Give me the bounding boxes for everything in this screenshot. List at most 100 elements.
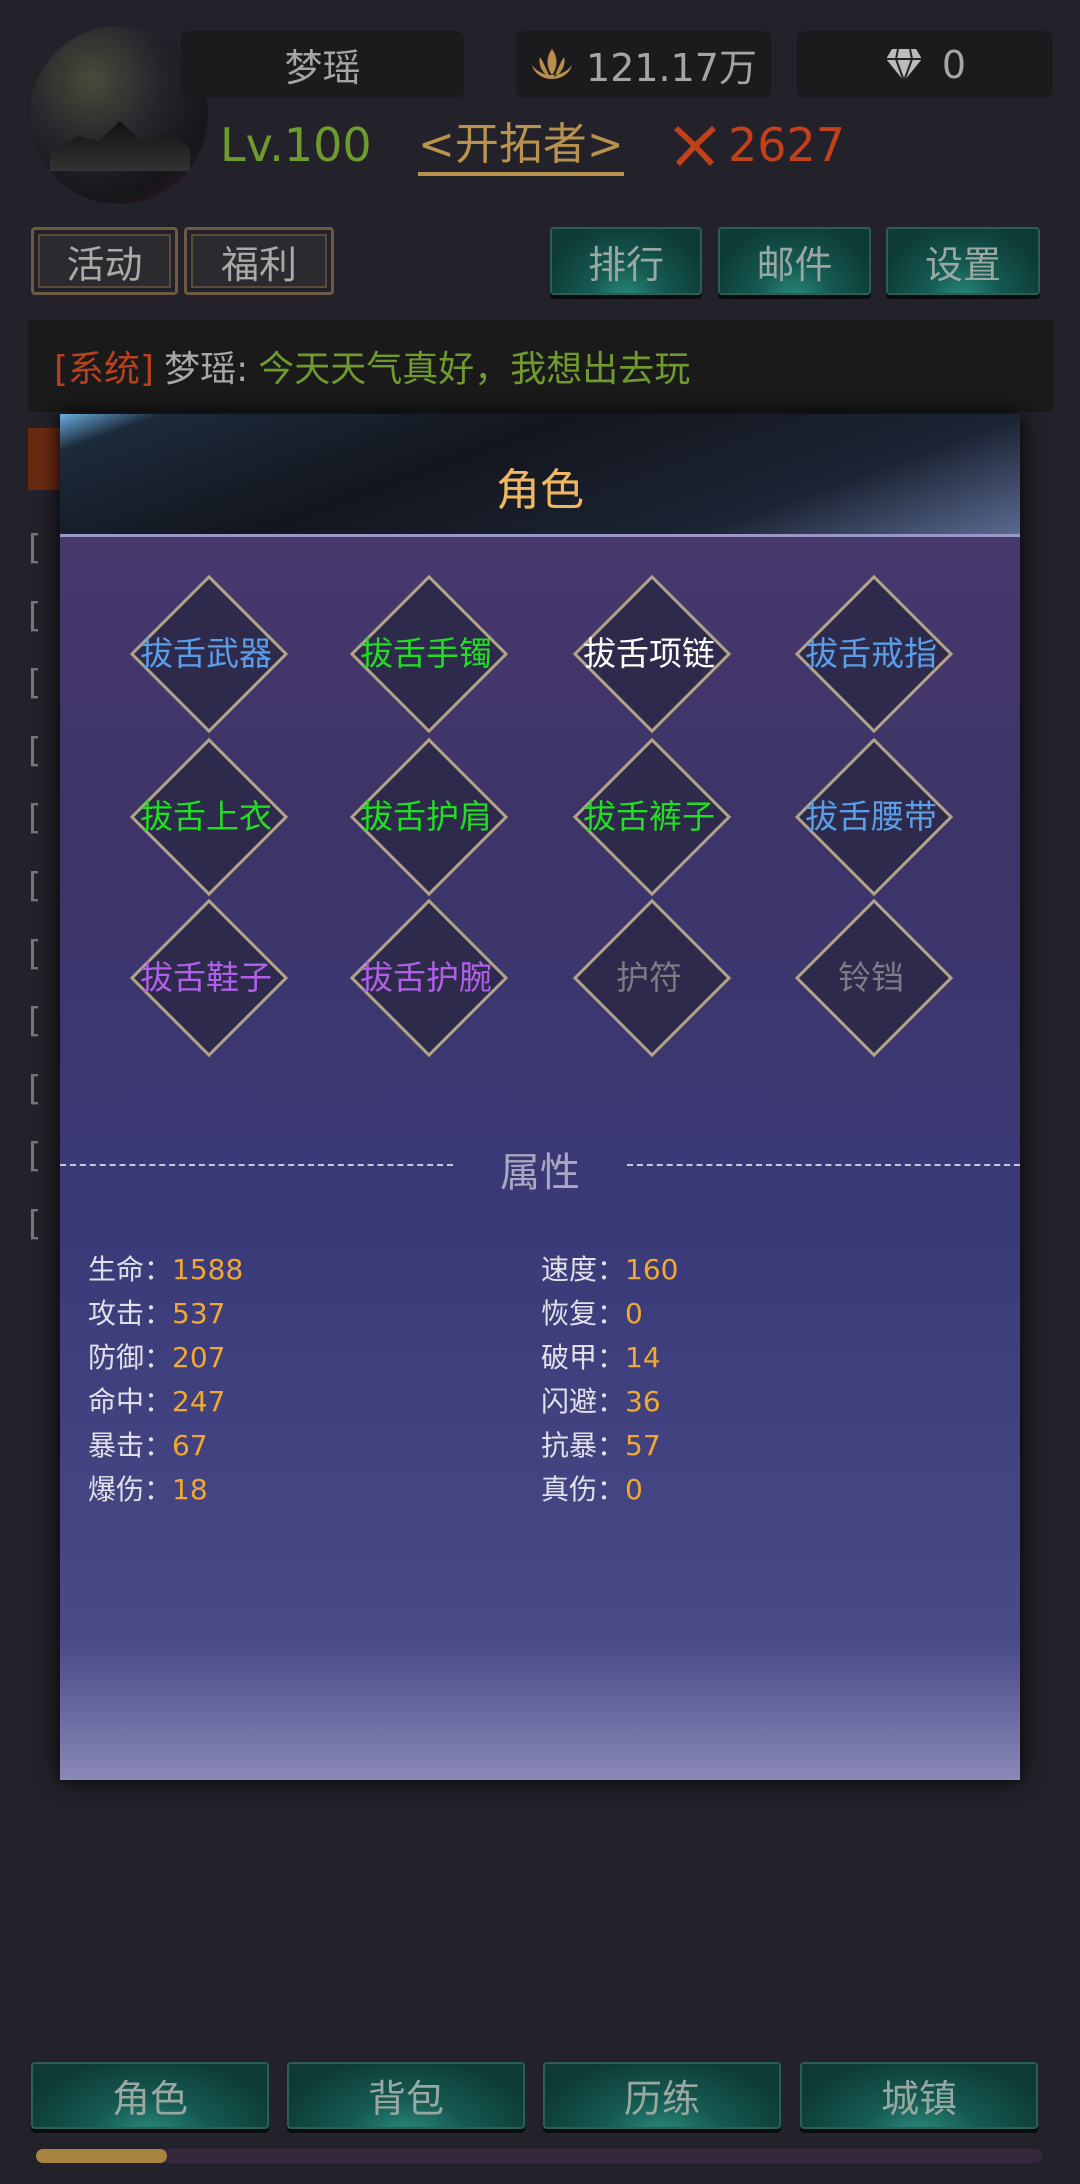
stat-value: 67 (172, 1429, 208, 1462)
stat-row: 爆伤：18 (88, 1468, 208, 1508)
list-item-bracket: [ (28, 1136, 42, 1177)
stat-label: 恢复： (541, 1297, 626, 1330)
equipment-slot[interactable]: 拔舌项链 (574, 576, 724, 726)
stat-value: 0 (625, 1297, 643, 1330)
stat-row: 真伤：0 (541, 1468, 643, 1508)
stat-value: 18 (172, 1473, 208, 1506)
stat-label: 抗暴： (541, 1429, 626, 1462)
rank-button[interactable]: 排行 (550, 227, 702, 295)
activity-button[interactable]: 活动 (31, 227, 178, 295)
equipment-label: 拔舌手镯 (360, 634, 492, 673)
stat-row: 闪避：36 (541, 1380, 661, 1420)
nav-button[interactable]: 历练 (543, 2062, 781, 2129)
nav-button[interactable]: 城镇 (800, 2062, 1038, 2129)
stat-label: 爆伤： (88, 1473, 173, 1506)
stat-value: 160 (625, 1253, 679, 1286)
equipment-slot[interactable]: 铃铛 (796, 900, 946, 1050)
attributes-title: 属性 (500, 1150, 580, 1196)
nav-label: 角色 (111, 2077, 188, 2121)
chat-bar[interactable]: [系统] 梦瑶: 今天天气真好，我想出去玩 (28, 320, 1053, 412)
progress-bar (36, 2149, 1042, 2163)
equipment-label: 拔舌项链 (583, 634, 715, 673)
mail-label: 邮件 (756, 242, 833, 287)
stat-row: 命中：247 (88, 1380, 225, 1420)
list-item-bracket: [ (28, 1204, 42, 1244)
nav-button[interactable]: 角色 (31, 2062, 269, 2129)
equipment-slot[interactable]: 拔舌上衣 (131, 739, 281, 889)
player-title[interactable]: <开拓者> (418, 118, 624, 176)
list-item-bracket: [ (28, 1001, 42, 1042)
list-item-bracket: [ (28, 798, 42, 839)
equipment-label: 拔舌腰带 (805, 797, 937, 836)
stat-row: 攻击：537 (88, 1292, 225, 1332)
stat-value: 57 (625, 1429, 661, 1462)
stat-label: 暴击： (88, 1429, 173, 1462)
equipment-label: 拔舌武器 (140, 634, 272, 673)
background-tab (28, 428, 63, 490)
character-modal: 角色 拔舌武器 拔舌手镯 拔舌项链 拔舌戒指 拔舌上衣 拔舌护肩 拔舌裤子 拔舌腰带 拔舌鞋子 拔… (60, 414, 1020, 1780)
equipment-slot[interactable]: 拔舌鞋子 (131, 900, 281, 1050)
stat-label: 命中： (88, 1385, 173, 1418)
stat-row: 速度：160 (541, 1248, 678, 1288)
stat-row: 生命：1588 (88, 1248, 243, 1288)
progress-fill (36, 2149, 167, 2163)
equipment-label: 拔舌上衣 (140, 797, 272, 836)
equipment-label: 铃铛 (838, 958, 904, 997)
stat-label: 真伤： (541, 1473, 626, 1506)
welfare-button[interactable]: 福利 (184, 227, 334, 295)
list-item-bracket: [ (28, 730, 42, 771)
stat-row: 抗暴：57 (541, 1424, 661, 1464)
settings-button[interactable]: 设置 (886, 227, 1040, 295)
settings-label: 设置 (924, 242, 1001, 287)
gold-amount: 121.17万 (586, 46, 757, 90)
stat-label: 攻击： (88, 1297, 173, 1330)
lotus-icon (532, 48, 573, 79)
stat-row: 恢复：0 (541, 1292, 643, 1332)
player-level: Lv.100 (220, 118, 372, 172)
stat-row: 暴击：67 (88, 1424, 208, 1464)
nav-label: 背包 (367, 2077, 444, 2121)
equipment-slot[interactable]: 拔舌裤子 (574, 739, 724, 889)
combat-power-value: 2627 (728, 118, 846, 172)
player-name: 梦瑶 (284, 46, 361, 90)
stat-label: 闪避： (541, 1385, 626, 1418)
stat-row: 破甲：14 (541, 1336, 661, 1376)
stat-value: 207 (172, 1341, 226, 1374)
stat-value: 0 (625, 1473, 643, 1506)
nav-label: 历练 (623, 2077, 700, 2121)
divider-right (627, 1164, 1020, 1166)
list-item-bracket: [ (28, 528, 42, 568)
chat-message: 今天天气真好，我想出去玩 (258, 349, 691, 390)
divider-left (60, 1164, 453, 1166)
avatar[interactable] (30, 26, 208, 204)
equipment-slot[interactable]: 拔舌戒指 (796, 576, 946, 726)
equipment-slot[interactable]: 拔舌护腕 (351, 900, 501, 1050)
equipment-label: 护符 (616, 958, 682, 997)
equipment-slot[interactable]: 护符 (574, 900, 724, 1050)
equipment-label: 拔舌戒指 (805, 634, 937, 673)
equipment-slot[interactable]: 拔舌腰带 (796, 739, 946, 889)
list-item-bracket: [ (28, 595, 42, 636)
equipment-slot[interactable]: 拔舌武器 (131, 576, 281, 726)
combat-power: 2627 (672, 118, 845, 172)
chat-sender: 梦瑶: (164, 349, 249, 390)
nav-button[interactable]: 背包 (287, 2062, 525, 2129)
diamond-amount: 0 (941, 42, 967, 87)
welfare-label: 福利 (220, 242, 297, 287)
mail-button[interactable]: 邮件 (718, 227, 871, 295)
activity-label: 活动 (66, 242, 143, 287)
crossed-swords-icon (674, 126, 716, 166)
equipment-label: 拔舌鞋子 (140, 958, 272, 997)
stat-label: 破甲： (541, 1341, 626, 1374)
chat-channel: [系统] (54, 349, 155, 390)
stat-value: 36 (625, 1385, 661, 1418)
diamond-icon (885, 48, 922, 83)
equipment-slot[interactable]: 拔舌护肩 (351, 739, 501, 889)
stat-row: 防御：207 (88, 1336, 225, 1376)
equipment-slot[interactable]: 拔舌手镯 (351, 576, 501, 726)
stat-label: 生命： (88, 1253, 173, 1286)
stat-value: 1588 (172, 1253, 244, 1286)
stat-label: 速度： (541, 1253, 626, 1286)
rank-label: 排行 (587, 242, 664, 287)
stat-value: 537 (172, 1297, 226, 1330)
